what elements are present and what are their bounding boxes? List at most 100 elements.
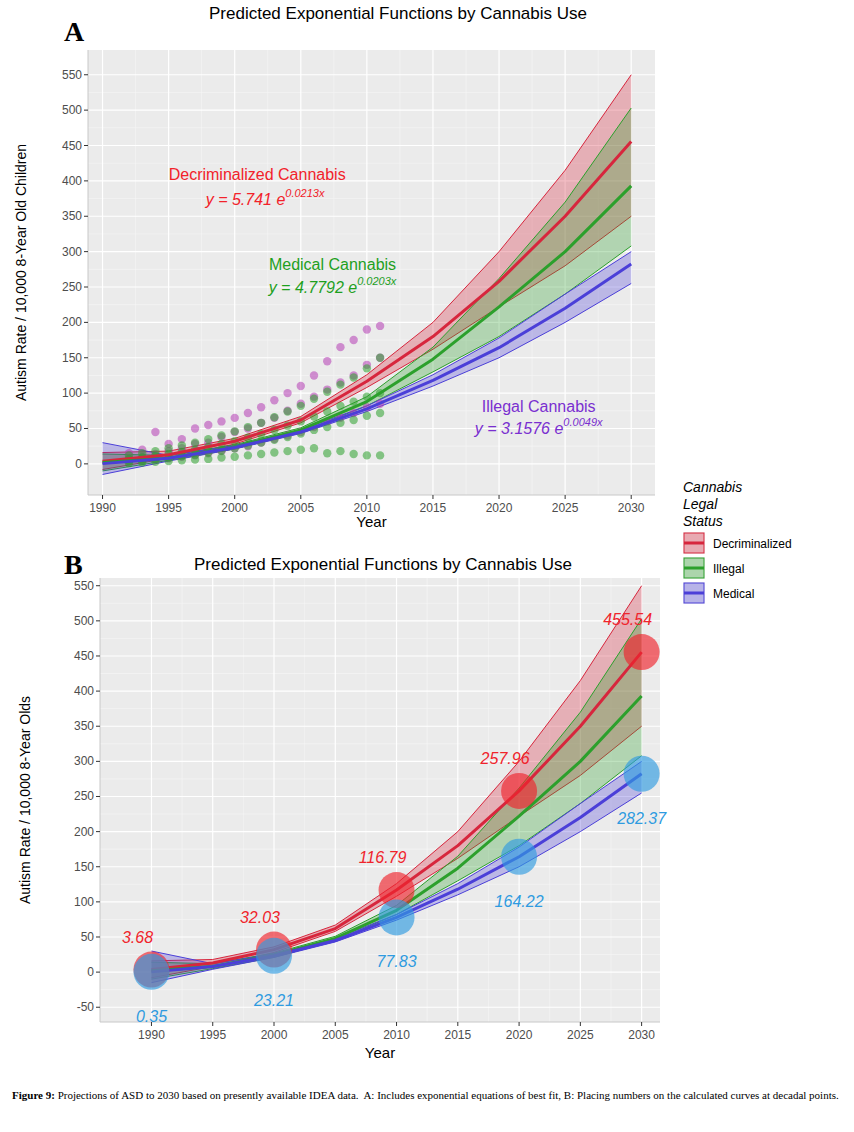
x-tick-label: 2005 xyxy=(322,1028,349,1042)
y-tick xyxy=(96,1007,100,1008)
data-point xyxy=(297,402,305,410)
x-tick xyxy=(519,1022,520,1026)
data-label: 77.83 xyxy=(377,953,417,970)
minor-grid xyxy=(88,92,655,93)
grid-line xyxy=(88,110,655,111)
data-point xyxy=(270,448,278,456)
band-upper xyxy=(151,761,641,963)
minor-grid xyxy=(100,638,660,639)
grid-line xyxy=(457,578,458,1022)
x-tick xyxy=(234,495,235,499)
grid-line xyxy=(88,74,655,75)
grid-line xyxy=(88,322,655,323)
y-tick xyxy=(96,585,100,586)
figure: 0501001502002503003504004505005501990199… xyxy=(0,0,854,1085)
y-tick-label: 500 xyxy=(62,103,82,117)
y-tick xyxy=(84,287,88,288)
data-point xyxy=(336,447,344,455)
data-point xyxy=(257,419,265,427)
data-point xyxy=(363,325,371,333)
x-tick xyxy=(335,1022,336,1026)
grid-line xyxy=(100,866,660,867)
data-point xyxy=(283,407,291,415)
x-tick-label: 2025 xyxy=(567,1028,594,1042)
x-tick-label: 2010 xyxy=(383,1028,410,1042)
band-lower xyxy=(103,246,632,471)
x-tick xyxy=(641,1022,642,1026)
data-point xyxy=(376,354,384,362)
band-lower xyxy=(103,283,632,474)
legend-title: Cannabis xyxy=(683,479,742,495)
data-point xyxy=(244,451,252,459)
fit-line xyxy=(151,774,641,972)
data-area xyxy=(103,75,632,475)
x-tick-label: 2020 xyxy=(486,501,513,515)
data-point xyxy=(376,409,384,417)
data-point xyxy=(270,396,278,404)
caption-label: Figure 9: xyxy=(12,1089,55,1101)
legend-key-bg xyxy=(683,557,705,579)
data-point xyxy=(191,438,199,446)
legend-label: Medical xyxy=(713,587,754,601)
grid-line xyxy=(100,936,660,937)
x-tick xyxy=(457,1022,458,1026)
fit-line xyxy=(103,142,632,462)
y-tick xyxy=(84,145,88,146)
data-point xyxy=(336,380,344,388)
plot-background xyxy=(88,50,655,495)
minor-grid xyxy=(100,603,660,604)
confidence-band xyxy=(151,761,641,982)
y-tick-label: 100 xyxy=(74,895,94,909)
fit-line xyxy=(151,696,641,971)
x-tick-label: 1995 xyxy=(199,1028,226,1042)
data-point xyxy=(349,450,357,458)
y-tick-label: 450 xyxy=(62,139,82,153)
annotation-text: y = 5.741 e xyxy=(205,191,286,208)
y-tick-label: 100 xyxy=(62,386,82,400)
x-tick-label: 2000 xyxy=(221,501,248,515)
y-tick xyxy=(84,216,88,217)
panel-letter: B xyxy=(64,549,83,580)
x-tick-label: 1990 xyxy=(89,501,116,515)
y-tick xyxy=(84,110,88,111)
data-labels: 3.6832.03116.79257.96455.540.3523.2177.8… xyxy=(122,611,667,1025)
decadal-point xyxy=(256,938,292,974)
x-tick-label: 2000 xyxy=(261,1028,288,1042)
grid-line xyxy=(168,50,169,495)
data-label: 257.96 xyxy=(480,750,530,767)
x-tick xyxy=(396,1022,397,1026)
data-label: 23.21 xyxy=(253,992,294,1009)
confidence-band xyxy=(103,108,632,471)
data-point xyxy=(204,421,212,429)
legend: CannabisLegalStatusDecriminalizedIllegal… xyxy=(683,479,792,604)
y-tick xyxy=(84,357,88,358)
grid-line xyxy=(100,620,660,621)
data-point xyxy=(310,371,318,379)
decadal-point xyxy=(501,773,537,809)
data-point xyxy=(257,403,265,411)
fit-line xyxy=(103,264,632,464)
legend-label: Decriminalized xyxy=(713,537,792,551)
x-tick-label: 2025 xyxy=(552,501,579,515)
chart-title: Predicted Exponential Functions by Canna… xyxy=(194,555,572,574)
band-upper xyxy=(103,108,632,455)
legend-key xyxy=(684,533,704,553)
data-label: 32.03 xyxy=(240,909,280,926)
data-point xyxy=(349,336,357,344)
annotation-text: y = 4.7792 e xyxy=(268,279,358,296)
x-axis-label: Year xyxy=(365,1044,395,1061)
data-point xyxy=(349,416,357,424)
annotation: Decriminalized Cannabis xyxy=(169,166,346,183)
y-tick xyxy=(96,726,100,727)
grid-line xyxy=(88,463,655,464)
minor-grid xyxy=(88,127,655,128)
legend-key-line xyxy=(684,567,704,570)
decadal-point xyxy=(133,954,169,990)
minor-grid xyxy=(365,578,366,1022)
x-tick xyxy=(499,495,500,499)
minor-grid xyxy=(427,578,428,1022)
data-point xyxy=(310,444,318,452)
y-tick-label: 400 xyxy=(62,174,82,188)
data-point xyxy=(283,407,291,415)
data-point xyxy=(349,373,357,381)
